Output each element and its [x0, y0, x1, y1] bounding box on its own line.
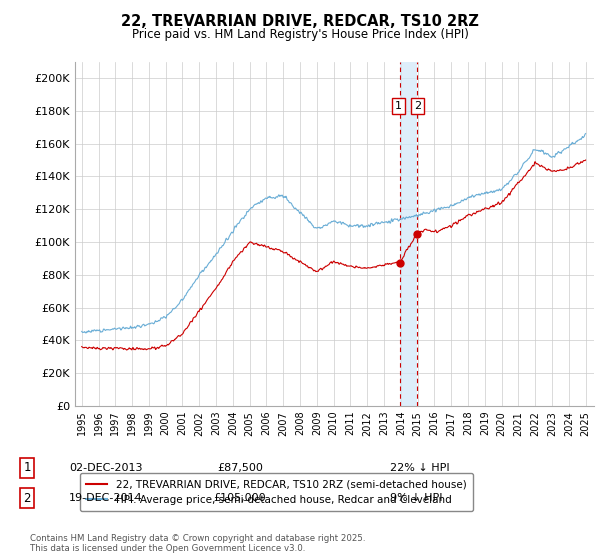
Text: £105,000: £105,000 [214, 493, 266, 503]
Bar [400, 62, 417, 406]
Text: 2: 2 [414, 101, 421, 111]
Text: 1: 1 [395, 101, 402, 111]
Text: 2: 2 [23, 492, 31, 505]
Text: 1: 1 [23, 461, 31, 474]
Text: 22% ↓ HPI: 22% ↓ HPI [390, 463, 449, 473]
Text: £87,500: £87,500 [217, 463, 263, 473]
Text: Price paid vs. HM Land Registry's House Price Index (HPI): Price paid vs. HM Land Registry's House … [131, 28, 469, 41]
Text: 9% ↓ HPI: 9% ↓ HPI [390, 493, 443, 503]
Text: 22, TREVARRIAN DRIVE, REDCAR, TS10 2RZ: 22, TREVARRIAN DRIVE, REDCAR, TS10 2RZ [121, 14, 479, 29]
Text: 02-DEC-2013: 02-DEC-2013 [69, 463, 143, 473]
Legend: 22, TREVARRIAN DRIVE, REDCAR, TS10 2RZ (semi-detached house), HPI: Average price: 22, TREVARRIAN DRIVE, REDCAR, TS10 2RZ (… [80, 473, 473, 511]
Text: 19-DEC-2014: 19-DEC-2014 [69, 493, 143, 503]
Text: Contains HM Land Registry data © Crown copyright and database right 2025.
This d: Contains HM Land Registry data © Crown c… [30, 534, 365, 553]
